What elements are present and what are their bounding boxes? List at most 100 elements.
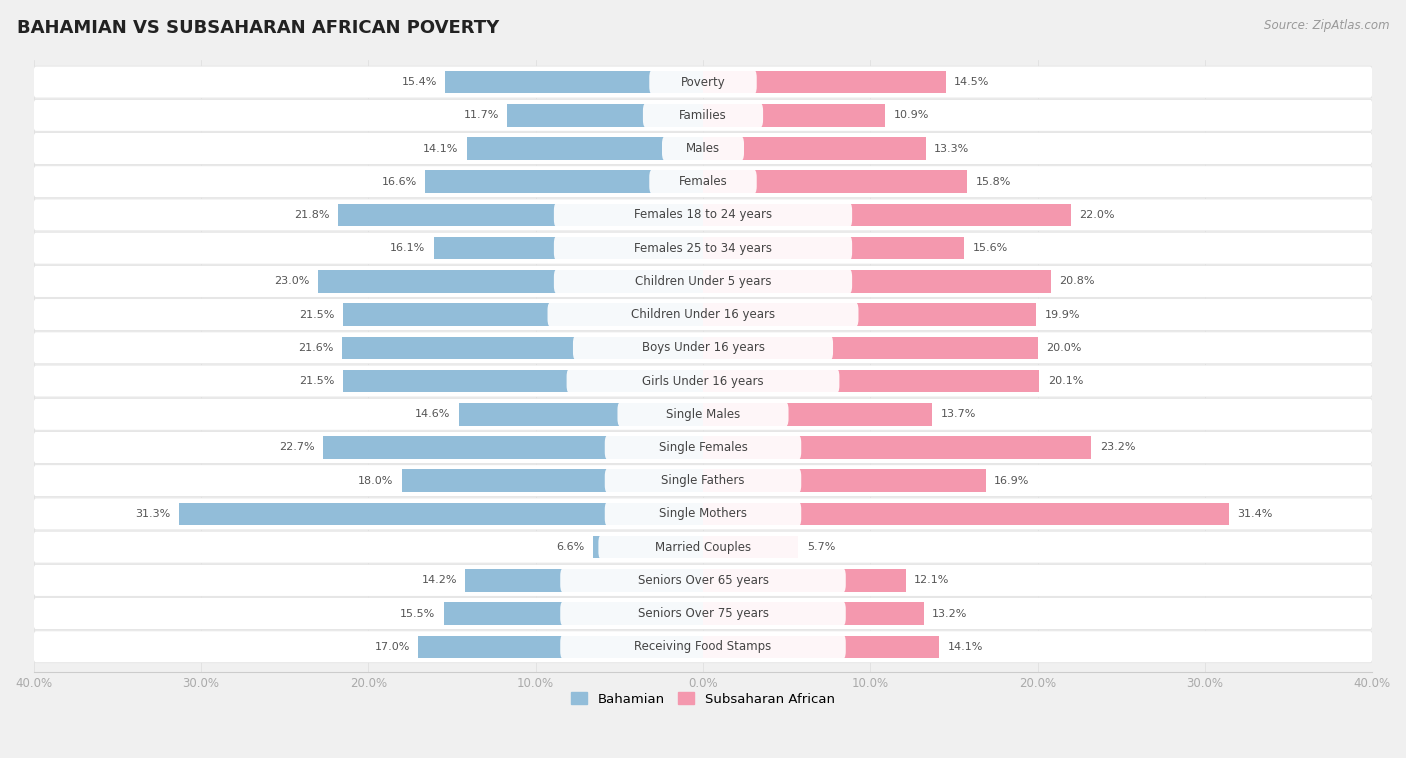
FancyBboxPatch shape [34, 66, 1372, 98]
Bar [443, 603, 703, 625]
Text: Children Under 5 years: Children Under 5 years [634, 275, 772, 288]
Bar [419, 635, 703, 658]
Text: 22.7%: 22.7% [280, 443, 315, 453]
FancyBboxPatch shape [560, 600, 846, 627]
Bar [467, 137, 703, 160]
Text: 16.1%: 16.1% [389, 243, 425, 253]
Bar [592, 536, 703, 559]
FancyBboxPatch shape [34, 431, 1372, 463]
Text: Single Females: Single Females [658, 441, 748, 454]
Text: Females: Females [679, 175, 727, 188]
FancyBboxPatch shape [34, 365, 1372, 397]
Text: Married Couples: Married Couples [655, 540, 751, 553]
Text: 17.0%: 17.0% [375, 642, 411, 652]
Text: 13.3%: 13.3% [934, 143, 969, 154]
Bar [433, 236, 703, 259]
FancyBboxPatch shape [650, 69, 756, 95]
FancyBboxPatch shape [34, 99, 1372, 131]
Bar [318, 270, 703, 293]
Text: Receiving Food Stamps: Receiving Food Stamps [634, 641, 772, 653]
Text: Children Under 16 years: Children Under 16 years [631, 308, 775, 321]
FancyBboxPatch shape [617, 401, 789, 428]
Bar [342, 337, 703, 359]
Text: 21.8%: 21.8% [294, 210, 330, 220]
FancyBboxPatch shape [34, 166, 1372, 198]
FancyBboxPatch shape [605, 434, 801, 460]
FancyBboxPatch shape [574, 335, 832, 361]
Bar [458, 403, 703, 425]
Text: Seniors Over 75 years: Seniors Over 75 years [637, 607, 769, 620]
FancyBboxPatch shape [554, 235, 852, 261]
Bar [703, 137, 925, 160]
Text: 14.2%: 14.2% [422, 575, 457, 585]
Text: Single Males: Single Males [666, 408, 740, 421]
Text: 13.7%: 13.7% [941, 409, 976, 419]
Text: Seniors Over 65 years: Seniors Over 65 years [637, 574, 769, 587]
FancyBboxPatch shape [554, 202, 852, 228]
Text: 31.3%: 31.3% [135, 509, 170, 519]
Bar [703, 569, 905, 592]
Bar [703, 337, 1038, 359]
Text: 20.0%: 20.0% [1046, 343, 1081, 352]
Text: 18.0%: 18.0% [359, 476, 394, 486]
FancyBboxPatch shape [34, 531, 1372, 563]
Text: 11.7%: 11.7% [464, 111, 499, 121]
Text: Single Mothers: Single Mothers [659, 507, 747, 521]
FancyBboxPatch shape [662, 136, 744, 161]
FancyBboxPatch shape [547, 302, 859, 327]
Text: 16.6%: 16.6% [381, 177, 416, 186]
Bar [703, 236, 965, 259]
Text: 22.0%: 22.0% [1080, 210, 1115, 220]
FancyBboxPatch shape [34, 498, 1372, 530]
FancyBboxPatch shape [34, 299, 1372, 330]
FancyBboxPatch shape [605, 501, 801, 527]
Text: 15.6%: 15.6% [973, 243, 1008, 253]
Bar [703, 635, 939, 658]
Bar [465, 569, 703, 592]
Bar [703, 303, 1036, 326]
Text: 21.6%: 21.6% [298, 343, 333, 352]
Bar [446, 70, 703, 93]
FancyBboxPatch shape [560, 568, 846, 594]
Bar [703, 204, 1071, 226]
FancyBboxPatch shape [34, 232, 1372, 264]
Bar [703, 536, 799, 559]
FancyBboxPatch shape [34, 597, 1372, 630]
Text: 23.0%: 23.0% [274, 277, 309, 287]
Text: 12.1%: 12.1% [914, 575, 949, 585]
Bar [703, 503, 1229, 525]
FancyBboxPatch shape [567, 368, 839, 394]
Text: 21.5%: 21.5% [299, 376, 335, 386]
Bar [703, 270, 1052, 293]
Text: 15.8%: 15.8% [976, 177, 1011, 186]
Text: Boys Under 16 years: Boys Under 16 years [641, 341, 765, 354]
Bar [323, 436, 703, 459]
FancyBboxPatch shape [34, 398, 1372, 431]
Bar [343, 370, 703, 393]
Text: 15.4%: 15.4% [402, 77, 437, 87]
Bar [179, 503, 703, 525]
FancyBboxPatch shape [34, 199, 1372, 231]
Text: Males: Males [686, 142, 720, 155]
FancyBboxPatch shape [34, 332, 1372, 364]
Bar [703, 403, 932, 425]
FancyBboxPatch shape [605, 468, 801, 493]
FancyBboxPatch shape [34, 631, 1372, 662]
Bar [425, 171, 703, 193]
Text: Females 25 to 34 years: Females 25 to 34 years [634, 242, 772, 255]
Bar [703, 603, 924, 625]
Text: Girls Under 16 years: Girls Under 16 years [643, 374, 763, 387]
FancyBboxPatch shape [650, 169, 756, 195]
FancyBboxPatch shape [34, 265, 1372, 297]
Bar [703, 104, 886, 127]
Text: 14.5%: 14.5% [955, 77, 990, 87]
Text: 20.8%: 20.8% [1060, 277, 1095, 287]
Text: 31.4%: 31.4% [1237, 509, 1272, 519]
FancyBboxPatch shape [34, 465, 1372, 496]
Text: BAHAMIAN VS SUBSAHARAN AFRICAN POVERTY: BAHAMIAN VS SUBSAHARAN AFRICAN POVERTY [17, 19, 499, 37]
Text: 21.5%: 21.5% [299, 309, 335, 320]
FancyBboxPatch shape [560, 634, 846, 659]
Bar [402, 469, 703, 492]
Text: 14.6%: 14.6% [415, 409, 450, 419]
FancyBboxPatch shape [34, 133, 1372, 164]
